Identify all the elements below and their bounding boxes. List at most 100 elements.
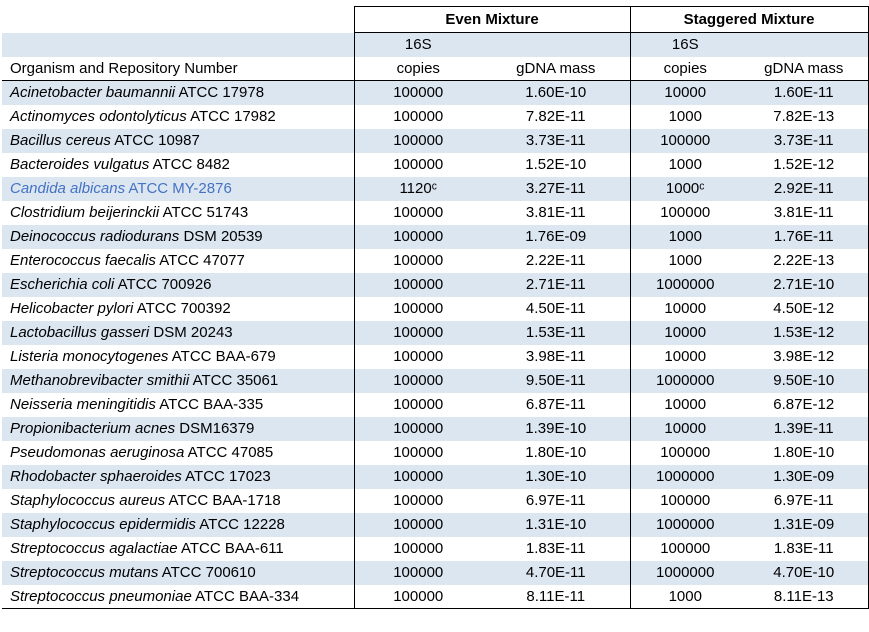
staggered-gdna-mass-cell: 1.80E-10 (740, 440, 869, 465)
repository-number: ATCC MY-2876 (128, 180, 232, 197)
even-gdna-mass-cell: 1.60E-10 (482, 80, 630, 105)
table-row: Bacteroides vulgatus ATCC 8482 100000 1.52… (2, 152, 869, 177)
even-16s-copies-cell: 100000 (353, 584, 482, 609)
staggered-gdna-mass-cell: 2.71E-10 (740, 272, 869, 297)
even-16s-copies-cell: 100000 (353, 440, 482, 465)
staggered-16s-copies-cell: 100000 (629, 488, 740, 513)
table-row: Bacillus cereus ATCC 10987 100000 3.73E-11… (2, 128, 869, 153)
organism-cell: Helicobacter pylori ATCC 700392 (2, 297, 354, 321)
repository-number: ATCC 700392 (136, 300, 231, 317)
staggered-gdna-mass-cell: 1.60E-11 (740, 80, 869, 105)
staggered-16s-copies-cell: 10000 (629, 296, 740, 321)
organism-cell: Neisseria meningitidis ATCC BAA-335 (2, 393, 354, 417)
staggered-16s-copies-cell: 10000 (629, 416, 740, 441)
staggered-16s-copies-cell: 1000000 (629, 512, 740, 537)
staggered-gdna-mass-cell: 6.97E-11 (740, 488, 869, 513)
table-row: Methanobrevibacter smithii ATCC 35061 100… (2, 368, 869, 393)
organism-name: Actinomyces odontolyticus (10, 108, 187, 125)
even-gdna-mass-cell: 3.73E-11 (482, 128, 630, 153)
staggered-16s-copies-cell: 10000 (629, 80, 740, 105)
even-gdna-mass-cell: 1.31E-10 (482, 512, 630, 537)
even-16s-copies-cell: 100000 (353, 488, 482, 513)
even-gdna-mass-cell: 3.27E-11 (482, 176, 630, 201)
even-gdna-header: gDNA mass (482, 56, 630, 81)
organism-name: Enterococcus faecalis (10, 252, 156, 269)
staggered-16s-copies-cell: 1000000 (629, 464, 740, 489)
even-16s-copies-cell: 100000 (353, 80, 482, 105)
even-16s-copies-cell: 100000 (353, 416, 482, 441)
organism-name: Neisseria meningitidis (10, 396, 156, 413)
table-row: Propionibacterium acnes DSM16379 100000 1.… (2, 416, 869, 441)
repository-number: ATCC BAA-679 (171, 348, 276, 365)
staggered-gdna-mass-cell: 7.82E-13 (740, 104, 869, 129)
subheader-16s-row: 16S 16S (2, 32, 869, 57)
staggered-gdna-mass-cell: 1.39E-11 (740, 416, 869, 441)
even-gdna-mass-cell: 3.81E-11 (525, 204, 586, 221)
even-gdna-mass-cell: 8.11E-11 (482, 584, 630, 609)
staggered-16s-copies-cell: 100000 (629, 440, 740, 465)
staggered-16s-copies-cell: 100000 (629, 536, 740, 561)
organism-name: Listeria monocytogenes (10, 348, 169, 365)
even-gdna-mass-cell: 1.39E-10 (482, 416, 630, 441)
table-row: Streptococcus mutans ATCC 700610 100000 4.… (2, 560, 869, 585)
even-16s-copies-cell: 100000 (353, 200, 482, 225)
repository-number: ATCC BAA-1718 (168, 492, 281, 509)
staggered-gdna-mass-cell: 1.31E-09 (740, 512, 869, 537)
staggered-gdna-mass-cell: 3.73E-11 (740, 128, 869, 153)
organism-cell: Staphylococcus epidermidis ATCC 12228 (2, 512, 354, 537)
organism-name: Rhodobacter sphaeroides (10, 468, 182, 485)
table-row: Deinococcus radiodurans DSM 20539 100000 1… (2, 224, 869, 249)
organism-name: Candida albicans (10, 180, 126, 197)
even-16s-copies-cell: 100000 (353, 344, 482, 369)
even-gdna-mass-cell: 2.22E-11 (525, 252, 586, 269)
organism-cell: Pseudomonas aeruginosa ATCC 47085 (2, 441, 354, 465)
even-gdna-mass-cell: 7.82E-11 (525, 108, 586, 125)
even-gdna-mass-cell: 6.87E-11 (525, 396, 586, 413)
staggered-gdna-mass-cell: 8.11E-13 (740, 584, 869, 609)
even-16s-copies-cell: 100000 (353, 224, 482, 249)
table-body: Acinetobacter baumannii ATCC 17978 100000… (2, 80, 869, 609)
organism-name: Pseudomonas aeruginosa (10, 444, 185, 461)
organism-name: Bacillus cereus (10, 132, 111, 149)
organism-cell: Propionibacterium acnes DSM16379 (2, 416, 354, 441)
mock-community-table: Even Mixture Staggered Mixture 16S 16S O… (2, 6, 869, 609)
even-16s-copies-cell: 100000 (353, 248, 482, 273)
even-gdna-mass-cell: 1.83E-11 (525, 540, 586, 557)
blank-cell (2, 32, 354, 57)
table-row: Staphylococcus epidermidis ATCC 12228 100… (2, 512, 869, 537)
staggered-16s-copies-cell: 10000 (629, 392, 740, 417)
repository-number: ATCC 47085 (187, 444, 274, 461)
organism-cell: Lactobacillus gasseri DSM 20243 (2, 320, 354, 345)
repository-number: ATCC 10987 (114, 132, 200, 149)
even-16s-copies-cell: 100000 (353, 392, 482, 417)
table-row: Neisseria meningitidis ATCC BAA-335 10000… (2, 392, 869, 417)
organism-name: Staphylococcus aureus (10, 492, 166, 509)
even-16s-copies-cell: 100000 (353, 536, 482, 561)
staggered-16s-copies-cell: 1000 (629, 248, 740, 273)
table-row: Escherichia coli ATCC 700926 100000 2.71E-… (2, 272, 869, 297)
staggered-16s-copies-cell: 100000 (629, 128, 740, 153)
table-row: Pseudomonas aeruginosa ATCC 47085 100000 1… (2, 440, 869, 465)
even-gdna-mass-cell: 4.70E-11 (482, 560, 630, 585)
table-row: Lactobacillus gasseri DSM 20243 100000 1.5… (2, 320, 869, 345)
table-row: Helicobacter pylori ATCC 700392 100000 4.5… (2, 296, 869, 321)
organism-name: Deinococcus radiodurans (10, 228, 180, 245)
staggered-gdna-mass-cell: 1.76E-11 (740, 224, 869, 249)
repository-number: ATCC 17978 (178, 84, 265, 102)
organism-cell: Actinomyces odontolyticus ATCC 17982 (2, 105, 354, 129)
even-gdna-mass-cell: 2.71E-11 (482, 272, 630, 297)
table-row: Staphylococcus aureus ATCC BAA-1718 10000… (2, 488, 869, 513)
table-row: Actinomyces odontolyticus ATCC 17982 1000… (2, 104, 869, 129)
even-16s-copies-cell: 100000 (353, 560, 482, 585)
organism-name: Streptococcus agalactiae (10, 540, 178, 557)
repository-number: ATCC 12228 (199, 516, 285, 533)
organism-cell: Methanobrevibacter smithii ATCC 35061 (2, 368, 354, 393)
organism-cell: Rhodobacter sphaeroides ATCC 17023 (2, 464, 354, 489)
group-header-row: Even Mixture Staggered Mixture (2, 6, 869, 33)
organism-cell: Listeria monocytogenes ATCC BAA-679 (2, 345, 354, 369)
organism-cell: Acinetobacter baumannii ATCC 17978 (2, 80, 354, 105)
even-16s-copies-cell: 100000 (353, 296, 482, 321)
organism-name: Streptococcus mutans (10, 564, 159, 581)
table-row: Clostridium beijerinckii ATCC 51743 10000… (2, 200, 869, 225)
